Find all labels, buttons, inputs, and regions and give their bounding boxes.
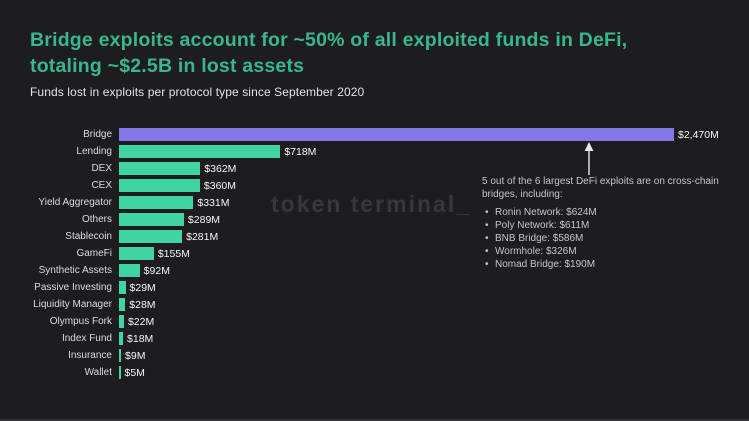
category-label: Bridge — [83, 129, 112, 140]
value-label: $28M — [129, 298, 156, 311]
value-label: $155M — [157, 247, 190, 260]
bar — [119, 332, 124, 345]
value-label: $92M — [143, 264, 170, 277]
bar — [119, 162, 201, 175]
value-label: $5M — [124, 366, 145, 379]
chart-row: Passive Investing $29M — [0, 279, 749, 296]
chart-row: CEX $360M — [0, 177, 749, 194]
category-label: Lending — [76, 146, 112, 157]
bar — [119, 179, 200, 192]
chart-row: Wallet $5M — [0, 364, 749, 381]
value-label: $2,470M — [678, 128, 719, 141]
value-label: $289M — [187, 213, 221, 226]
category-label: Index Fund — [61, 333, 112, 344]
bar — [119, 264, 140, 277]
value-label: $281M — [186, 230, 219, 243]
chart-row: Bridge $2,470M — [0, 126, 749, 143]
chart-row: Lending $718M — [0, 143, 749, 160]
arrow-up-icon — [584, 142, 594, 175]
value-label: $22M — [127, 315, 155, 328]
category-label: CEX — [91, 180, 112, 191]
category-label: Stablecoin — [65, 231, 112, 242]
chart-row: Yield Aggregator $331M — [0, 194, 749, 211]
category-label: Liquidity Manager — [33, 299, 112, 310]
category-label: GameFi — [76, 248, 112, 259]
chart-row: GameFi $155M — [0, 245, 749, 262]
chart-row: Stablecoin $281M — [0, 228, 749, 245]
chart-row: Others $289M — [0, 211, 749, 228]
bar — [119, 230, 183, 243]
value-label: $18M — [127, 332, 154, 345]
chart-row: Liquidity Manager $28M — [0, 296, 749, 313]
bar — [119, 281, 126, 294]
token-terminal-watermark: token terminal_ — [271, 191, 471, 217]
chart-subtitle: Funds lost in exploits per protocol type… — [30, 85, 365, 99]
value-label: $29M — [129, 281, 156, 294]
annotation-bullet: Wormhole: $326M — [482, 245, 749, 258]
bar — [119, 349, 122, 362]
annotation-intro-line-1: 5 out of the 6 largest DeFi exploits are… — [482, 176, 719, 187]
category-label: Wallet — [84, 367, 112, 378]
bar — [119, 247, 154, 260]
category-label: Others — [81, 214, 112, 225]
category-label: DEX — [91, 163, 112, 174]
title-line-1: Bridge exploits account for ~50% of all … — [30, 29, 628, 51]
annotation-bullet: Nomad Bridge: $190M — [482, 258, 749, 271]
category-label: Passive Investing — [34, 282, 112, 293]
chart-row: Olympus Fork $22M — [0, 313, 749, 330]
value-label: $362M — [204, 162, 237, 175]
bar-chart: Bridge $2,470M Lending $718M DEX $362M CEX $360… — [0, 126, 749, 381]
annotation-intro-line-2: bridges, including: — [482, 189, 563, 200]
category-label: Synthetic Assets — [38, 265, 112, 276]
value-label: $331M — [197, 196, 230, 209]
bar — [119, 213, 184, 226]
bar — [119, 196, 194, 209]
chart-row: DEX $362M — [0, 160, 749, 177]
annotation-bullet: Ronin Network: $624M — [482, 206, 749, 219]
page-title: Bridge exploits account for ~50% of all … — [30, 27, 627, 79]
bar — [119, 366, 121, 379]
annotation-block: 5 out of the 6 largest DeFi exploits are… — [482, 175, 749, 271]
annotation-bullet: BNB Bridge: $586M — [482, 232, 749, 245]
chart-row: Insurance $9M — [0, 347, 749, 364]
bar — [119, 145, 281, 158]
category-label: Olympus Fork — [49, 316, 112, 327]
category-label: Yield Aggregator — [38, 197, 112, 208]
chart-row: Index Fund $18M — [0, 330, 749, 347]
value-label: $9M — [125, 349, 146, 362]
bottom-edge-divider — [0, 419, 749, 421]
value-label: $360M — [203, 179, 236, 192]
bar — [119, 298, 126, 311]
category-label: Insurance — [68, 350, 112, 361]
bar-highlight — [119, 128, 674, 141]
value-label: $718M — [284, 145, 317, 158]
title-line-2: totaling ~$2.5B in lost assets — [30, 55, 305, 77]
annotation-bullet: Poly Network: $611M — [482, 219, 749, 232]
chart-row: Synthetic Assets $92M — [0, 262, 749, 279]
bar — [119, 315, 124, 328]
annotation-bullet-list: Ronin Network: $624MPoly Network: $611MB… — [482, 206, 749, 271]
